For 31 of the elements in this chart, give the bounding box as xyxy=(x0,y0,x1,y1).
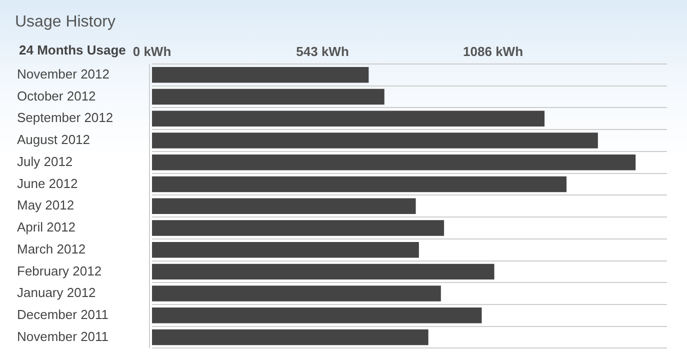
bar xyxy=(152,242,419,258)
x-tick-label: 0 kWh xyxy=(132,44,172,59)
y-tick-label: February 2012 xyxy=(17,263,102,278)
y-tick-label: December 2011 xyxy=(17,306,109,322)
y-tick-label: November 2012 xyxy=(17,66,110,82)
y-tick-label: October 2012 xyxy=(17,88,96,104)
bar xyxy=(152,132,598,148)
x-tick-label: 543 kWh xyxy=(296,44,349,59)
y-tick-label: July 2012 xyxy=(17,154,73,169)
bar xyxy=(152,88,384,105)
bar xyxy=(152,264,494,280)
y-tick-label: March 2012 xyxy=(17,241,86,256)
bar xyxy=(152,329,428,346)
y-tick-label: August 2012 xyxy=(17,132,90,148)
bar xyxy=(152,220,444,236)
x-tick-label: 1086 kWh xyxy=(463,44,524,59)
bar xyxy=(152,154,636,170)
bar xyxy=(152,176,567,192)
y-tick-label: April 2012 xyxy=(17,220,76,235)
bar xyxy=(152,308,482,324)
bar xyxy=(152,198,416,214)
bar xyxy=(152,110,545,127)
y-tick-label: September 2012 xyxy=(17,110,114,126)
y-axis-title: 24 Months Usage xyxy=(19,42,126,58)
y-tick-label: June 2012 xyxy=(17,176,78,191)
chart-title: Usage History xyxy=(15,13,116,30)
bar xyxy=(152,286,441,302)
y-tick-label: November 2011 xyxy=(17,328,109,344)
y-tick-label: May 2012 xyxy=(17,198,74,213)
bar xyxy=(152,67,369,83)
y-tick-label: January 2012 xyxy=(17,285,96,300)
